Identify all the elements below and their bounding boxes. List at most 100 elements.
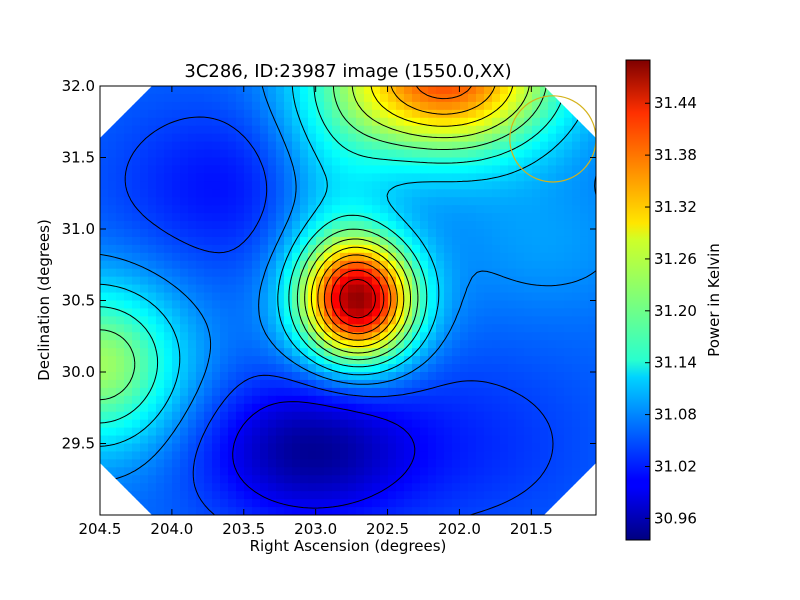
- heatmap-cell: [428, 356, 437, 365]
- heatmap-cell: [380, 213, 389, 222]
- heatmap-cell: [300, 173, 309, 182]
- heatmap-cell: [140, 117, 149, 127]
- heatmap-cell: [148, 340, 157, 349]
- heatmap-cell: [420, 435, 429, 445]
- heatmap-cell: [356, 411, 365, 421]
- heatmap-cell: [220, 125, 229, 135]
- heatmap-cell: [172, 411, 181, 421]
- heatmap-cell: [212, 268, 221, 278]
- heatmap-cell: [268, 117, 277, 127]
- heatmap-cell: [340, 483, 349, 492]
- heatmap-cell: [340, 173, 349, 182]
- heatmap-cell: [452, 213, 461, 222]
- heatmap-cell: [204, 467, 213, 476]
- heatmap-cell: [244, 221, 253, 230]
- heatmap-cell: [484, 372, 493, 381]
- heatmap-cell: [108, 165, 117, 174]
- heatmap-cell: [164, 379, 173, 389]
- heatmap-cell: [148, 268, 157, 278]
- heatmap-cell: [220, 86, 229, 95]
- heatmap-cell: [324, 101, 333, 111]
- heatmap-cell: [428, 395, 437, 405]
- heatmap-cell: [236, 93, 245, 103]
- heatmap-cell: [220, 181, 229, 190]
- heatmap-cell: [308, 101, 317, 111]
- heatmap-cell: [372, 149, 381, 159]
- heatmap-cell: [164, 93, 173, 103]
- heatmap-cell: [572, 340, 581, 349]
- heatmap-cell: [332, 244, 341, 254]
- heatmap-cell: [388, 268, 397, 278]
- heatmap-cell: [116, 125, 125, 135]
- heatmap-cell: [244, 173, 253, 182]
- heatmap-cell: [156, 483, 165, 492]
- heatmap-cell: [276, 109, 285, 119]
- heatmap-cell: [364, 459, 373, 468]
- heatmap-cell: [500, 276, 509, 286]
- heatmap-cell: [308, 292, 317, 302]
- heatmap-cell: [348, 459, 357, 468]
- heatmap-cell: [500, 300, 509, 310]
- heatmap-cell: [484, 117, 493, 127]
- heatmap-cell: [444, 332, 453, 341]
- heatmap-cell: [132, 316, 141, 325]
- heatmap-cell: [196, 117, 205, 127]
- heatmap-cell: [228, 475, 237, 484]
- heatmap-cell: [300, 435, 309, 445]
- heatmap-cell: [340, 117, 349, 127]
- heatmap-cell: [428, 379, 437, 389]
- heatmap-cell: [444, 483, 453, 492]
- heatmap-cell: [188, 276, 197, 286]
- heatmap-cell: [356, 276, 365, 286]
- heatmap-cell: [116, 459, 125, 468]
- heatmap-cell: [364, 403, 373, 413]
- heatmap-cell: [572, 125, 581, 135]
- heatmap-cell: [284, 101, 293, 111]
- heatmap-cell: [236, 133, 245, 143]
- heatmap-cell: [188, 141, 197, 151]
- heatmap-cell: [348, 205, 357, 214]
- heatmap-cell: [572, 324, 581, 333]
- heatmap-cell: [140, 403, 149, 413]
- heatmap-cell: [540, 260, 549, 270]
- colorbar-tick-label: 31.44: [654, 94, 697, 112]
- y-tick-label: 30.5: [62, 292, 95, 310]
- heatmap-cell: [404, 387, 413, 397]
- heatmap-cell: [276, 419, 285, 429]
- heatmap-cell: [436, 507, 445, 515]
- heatmap-cell: [452, 356, 461, 365]
- heatmap-cell: [500, 459, 509, 468]
- heatmap-cell: [556, 276, 565, 286]
- contour-line: [100, 86, 590, 447]
- heatmap-cell: [540, 165, 549, 174]
- heatmap-cell: [196, 292, 205, 302]
- heatmap-cell: [548, 451, 557, 460]
- heatmap-cell: [356, 101, 365, 111]
- heatmap-cell: [500, 229, 509, 238]
- heatmap-cell: [532, 356, 541, 365]
- heatmap-cell: [308, 229, 317, 238]
- heatmap-cell: [100, 348, 109, 357]
- heatmap-cell: [244, 292, 253, 302]
- x-tick-label: 204.5: [79, 520, 122, 538]
- heatmap-cell: [148, 125, 157, 135]
- heatmap-cell: [308, 324, 317, 333]
- heatmap-cell: [324, 332, 333, 341]
- heatmap-cell: [556, 197, 565, 206]
- heatmap-cell: [468, 491, 477, 500]
- heatmap-cell: [420, 181, 429, 190]
- heatmap-cell: [348, 165, 357, 174]
- heatmap-cell: [196, 101, 205, 111]
- heatmap-cell: [148, 324, 157, 333]
- heatmap-cell: [196, 372, 205, 381]
- heatmap-cell: [204, 332, 213, 341]
- heatmap-cell: [548, 316, 557, 325]
- heatmap-cell: [324, 467, 333, 476]
- heatmap-cell: [188, 236, 197, 246]
- heatmap-cell: [372, 372, 381, 381]
- heatmap-cell: [292, 189, 301, 198]
- heatmap-cell: [452, 316, 461, 325]
- heatmap-cell: [532, 379, 541, 389]
- heatmap-cell: [372, 101, 381, 111]
- heatmap-cell: [196, 403, 205, 413]
